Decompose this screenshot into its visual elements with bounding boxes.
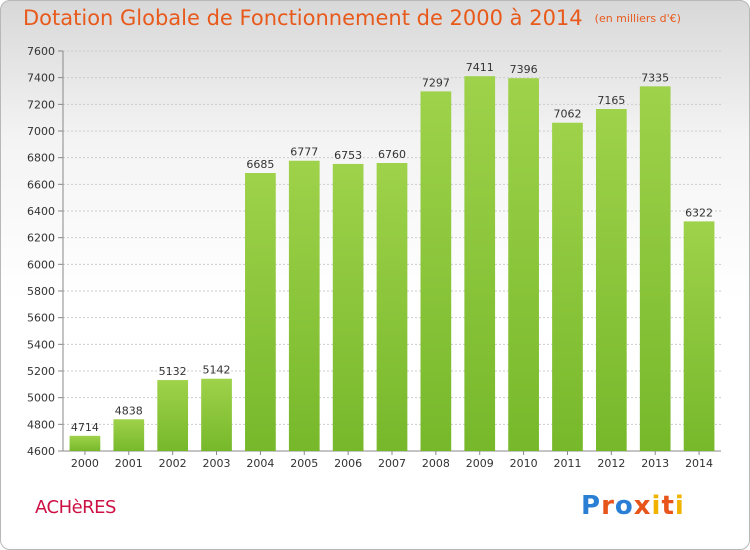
x-tick-label: 2005	[290, 457, 318, 470]
y-tick-label: 6600	[27, 178, 55, 191]
x-tick-label: 2010	[510, 457, 538, 470]
logo-letter: i	[651, 491, 662, 521]
x-tick-label: 2011	[553, 457, 581, 470]
bar-2005	[288, 160, 320, 451]
bar-2004	[245, 173, 276, 451]
y-tick-label: 7000	[27, 125, 55, 138]
bar-2013	[639, 86, 671, 451]
proxiti-logo[interactable]: Proxiti	[581, 491, 685, 521]
y-tick-label: 6800	[27, 152, 55, 165]
data-label-2013: 7335	[641, 71, 669, 84]
data-label-2010: 7396	[510, 63, 538, 76]
bars	[69, 76, 715, 452]
x-tick-label: 2006	[334, 457, 362, 470]
bar-2003	[201, 378, 232, 451]
logo-letter: r	[601, 491, 615, 521]
bar-2008	[420, 91, 452, 452]
data-label-2001: 4838	[115, 404, 143, 417]
chart-title-text: Dotation Globale de Fonctionnement de 20…	[23, 6, 583, 30]
bar-2007	[376, 163, 408, 451]
data-label-2009: 7411	[466, 61, 494, 74]
city-name: ACHèRES	[35, 497, 116, 518]
y-tick-label: 5800	[27, 285, 55, 298]
x-tick-label: 2000	[71, 457, 99, 470]
y-tick-label: 7200	[27, 98, 55, 111]
bar-2012	[595, 109, 627, 451]
bar-2011	[552, 122, 583, 451]
bar-2002	[157, 380, 189, 451]
y-tick-label: 6400	[27, 205, 55, 218]
data-label-2008: 7297	[422, 76, 450, 89]
y-tick-label: 6000	[27, 258, 55, 271]
x-tick-labels: 2000 2001 2002 2003 2004 2005 2006 2007 2008 2009…	[71, 457, 713, 470]
x-tick-label: 2007	[378, 457, 406, 470]
bar-2014	[683, 221, 715, 451]
data-label-2014: 6322	[685, 206, 713, 219]
x-tick-label: 2004	[246, 457, 274, 470]
x-tick-label: 2012	[597, 457, 625, 470]
bar-2006	[332, 163, 364, 451]
x-tick-label: 2009	[466, 457, 494, 470]
y-tick-label: 5200	[27, 365, 55, 378]
x-tick-label: 2003	[203, 457, 231, 470]
logo-letter: t	[661, 491, 675, 521]
y-tick-label: 5000	[27, 392, 55, 405]
y-tick-label: 4600	[27, 445, 55, 458]
y-tick-label: 7400	[27, 72, 55, 85]
data-label-2005: 6777	[290, 146, 318, 159]
data-label-2003: 5142	[203, 364, 231, 377]
data-label-2007: 6760	[378, 148, 406, 161]
x-tick-label: 2014	[685, 457, 713, 470]
bar-2001	[113, 419, 145, 451]
bar-2009	[464, 76, 496, 451]
data-label-2006: 6753	[334, 149, 362, 162]
data-label-2000: 4714	[71, 421, 99, 434]
bar-2010	[508, 78, 539, 451]
data-labels: 4714 4838 5132 5142 6685 6777 6753 6760 7297 7411…	[71, 61, 713, 434]
logo-letter: x	[633, 491, 652, 521]
logo-letter: o	[614, 491, 634, 521]
x-tick-label: 2013	[641, 457, 669, 470]
data-label-2012: 7165	[597, 94, 625, 107]
y-tick-label: 5600	[27, 312, 55, 325]
x-tick-label: 2001	[115, 457, 143, 470]
y-tick-label: 5400	[27, 338, 55, 351]
y-tick-label: 6200	[27, 232, 55, 245]
y-tick-label: 7600	[27, 45, 55, 58]
y-tick-label: 4800	[27, 418, 55, 431]
chart-title: Dotation Globale de Fonctionnement de 20…	[23, 6, 681, 30]
logo-letter: P	[581, 491, 602, 521]
bar-2000	[69, 435, 101, 451]
data-label-2004: 6685	[246, 158, 274, 171]
y-tick-labels: 4600 4800 5000 5200 5400 5600 5800 6000 6200 6400…	[27, 45, 55, 458]
x-tick-label: 2008	[422, 457, 450, 470]
data-label-2002: 5132	[159, 365, 187, 378]
chart-subtitle: (en milliers d'€)	[594, 12, 681, 25]
logo-letter: i	[674, 491, 685, 521]
x-tick-label: 2002	[159, 457, 187, 470]
data-label-2011: 7062	[553, 108, 581, 121]
